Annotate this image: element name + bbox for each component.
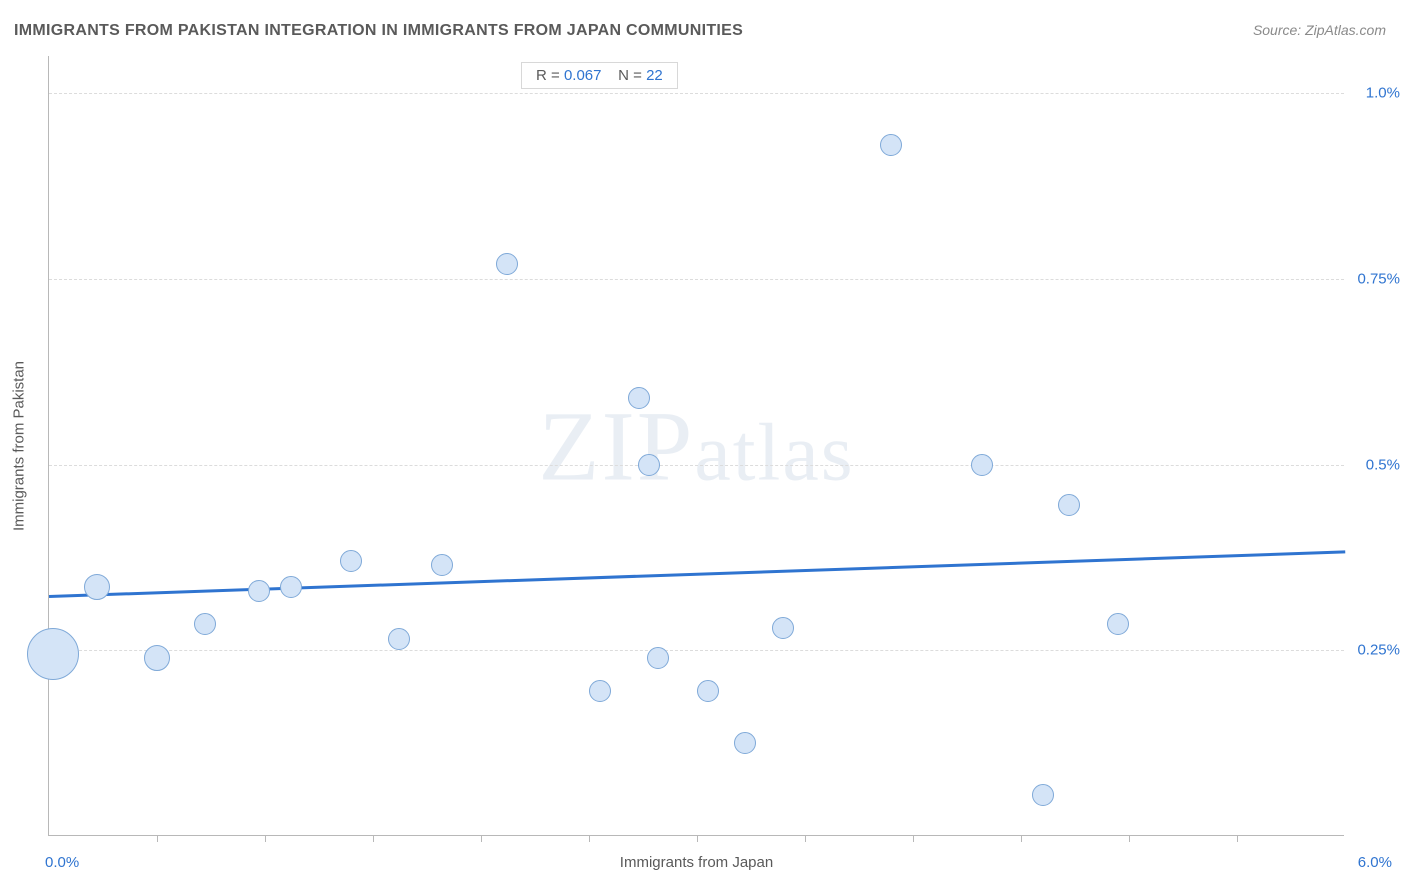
x-tick <box>913 835 914 842</box>
x-tick <box>589 835 590 842</box>
data-point <box>340 550 362 572</box>
data-point <box>772 617 794 639</box>
y-axis-label: Immigrants from Pakistan <box>11 360 28 530</box>
x-min-label: 0.0% <box>45 854 79 871</box>
x-max-label: 6.0% <box>1358 854 1392 871</box>
x-tick <box>157 835 158 842</box>
y-tick-label: 0.25% <box>1357 642 1400 659</box>
y-tick-label: 1.0% <box>1366 85 1400 102</box>
data-point <box>697 680 719 702</box>
stats-box: R = 0.067 N = 22 <box>521 62 678 89</box>
x-axis-label: Immigrants from Japan <box>620 854 773 871</box>
y-gridline <box>49 465 1344 466</box>
r-label: R = <box>536 67 560 84</box>
x-tick <box>265 835 266 842</box>
data-point <box>1107 613 1129 635</box>
data-point <box>1032 784 1054 806</box>
x-tick <box>805 835 806 842</box>
x-tick <box>373 835 374 842</box>
trend-line <box>49 550 1345 597</box>
data-point <box>431 554 453 576</box>
source-value: ZipAtlas.com <box>1305 22 1386 38</box>
x-tick <box>1237 835 1238 842</box>
x-tick <box>697 835 698 842</box>
data-point <box>84 574 110 600</box>
y-tick-label: 0.5% <box>1366 456 1400 473</box>
n-label: N = <box>618 67 642 84</box>
y-gridline <box>49 650 1344 651</box>
data-point <box>638 454 660 476</box>
data-point <box>496 253 518 275</box>
data-point <box>248 580 270 602</box>
y-gridline <box>49 93 1344 94</box>
chart-title: IMMIGRANTS FROM PAKISTAN INTEGRATION IN … <box>14 22 743 40</box>
scatter-plot-area: ZIPatlas R = 0.067 N = 22 Immigrants fro… <box>48 56 1344 836</box>
watermark-text: ZIPatlas <box>538 388 854 503</box>
data-point <box>280 576 302 598</box>
n-value: 22 <box>646 67 663 84</box>
y-gridline <box>49 279 1344 280</box>
data-point <box>589 680 611 702</box>
source-attribution: Source: ZipAtlas.com <box>1253 22 1386 38</box>
x-tick <box>1129 835 1130 842</box>
source-label: Source: <box>1253 22 1301 38</box>
data-point <box>194 613 216 635</box>
y-tick-label: 0.75% <box>1357 270 1400 287</box>
data-point <box>628 387 650 409</box>
data-point <box>144 645 170 671</box>
data-point <box>1058 494 1080 516</box>
data-point <box>388 628 410 650</box>
data-point <box>734 732 756 754</box>
x-tick <box>481 835 482 842</box>
data-point <box>971 454 993 476</box>
data-point <box>647 647 669 669</box>
x-tick <box>1021 835 1022 842</box>
data-point <box>880 134 902 156</box>
r-value: 0.067 <box>564 67 602 84</box>
data-point <box>27 628 79 680</box>
